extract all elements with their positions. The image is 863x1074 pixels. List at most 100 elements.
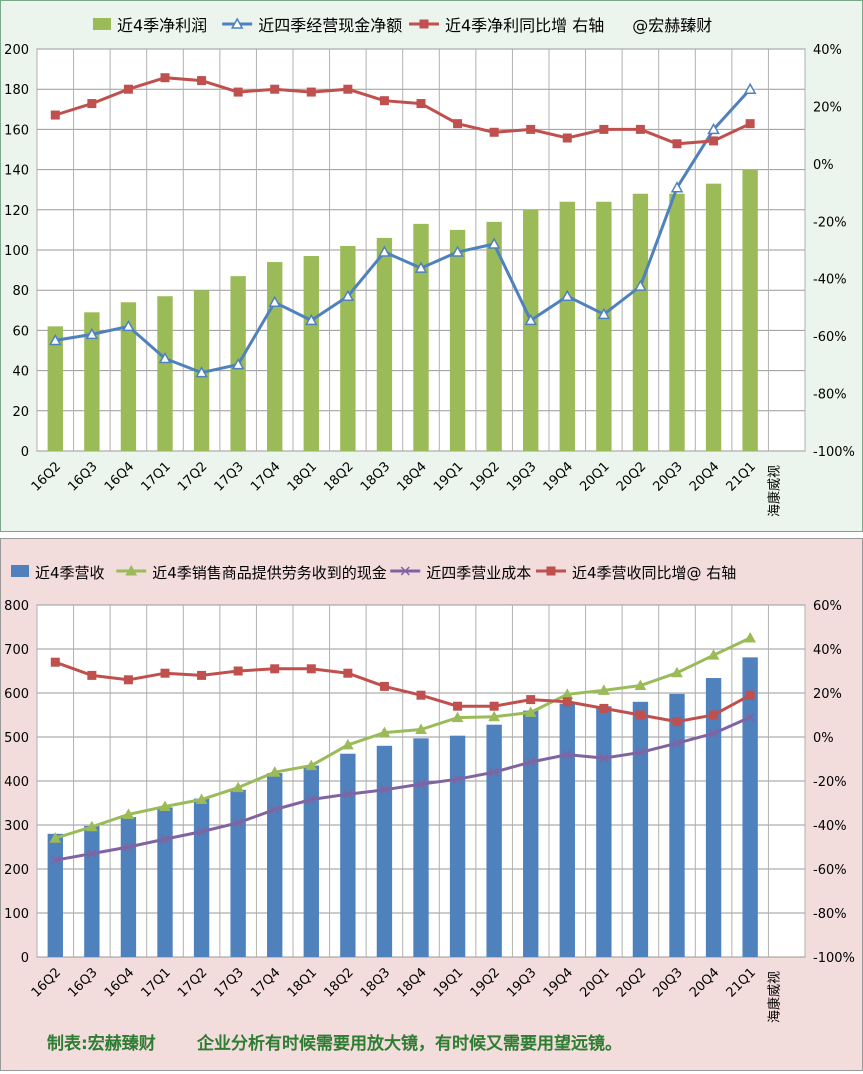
data-point [87,670,97,680]
x-axis-tick-label: 16Q4 [102,965,137,1000]
y-axis-tick-label: 120 [4,204,29,219]
watermark-label: 海康威视 [767,971,783,1023]
data-point [195,366,208,378]
series-line [54,636,751,840]
x-axis-tick-label: 16Q3 [65,459,100,494]
data-point [526,757,536,767]
data-point [379,681,389,691]
footer-text: 企业分析有时候需要用放大镜，有时候又需要用望远镜。 [196,1033,622,1054]
y-axis-tick-label: 800 [4,599,29,614]
data-point [489,701,499,711]
data-point [123,675,133,685]
data-point [49,832,62,843]
bar [486,221,502,451]
revenue-chart: 制表:宏赫臻财 企业分析有时候需要用放大镜，有时候又需要用望远镜。 0 100 20… [4,564,855,1054]
data-point [50,855,60,865]
x-axis-tick-label: 20Q1 [577,965,612,1000]
x-axis-tick-label: 19Q1 [431,459,466,494]
data-point [489,127,499,137]
data-point [123,84,133,94]
y-axis-tick-label: 300 [4,819,29,834]
bar [449,229,466,451]
x-axis-tick-label: 19Q2 [468,965,503,1000]
data-point [635,124,645,134]
x-axis-tick-label: 17Q4 [248,459,283,494]
x-axis-tick-label: 20Q4 [687,459,722,494]
bar [120,302,137,451]
y2-axis-tick-label: 40% [813,643,842,658]
data-point [562,697,572,707]
y2-axis-tick-label: -100% [813,445,855,460]
data-point [524,706,537,717]
series-line [54,660,751,724]
data-point [709,728,719,739]
data-point [634,679,647,691]
data-point [306,664,316,674]
data-point [634,279,647,291]
data-point [268,766,281,777]
y-axis-tick-label: 180 [4,83,29,98]
data-point [270,84,280,94]
y2-axis-tick-label: 60% [813,599,842,614]
x-axis-tick-label: 16Q4 [102,459,137,494]
bar [84,825,100,957]
bar [267,773,283,957]
x-axis-tick-label: 20Q3 [650,459,685,494]
data-point [343,668,353,678]
bar [303,256,319,451]
data-point [635,710,645,720]
data-point [197,827,207,837]
data-point [707,649,720,660]
data-point [378,245,391,257]
data-point [232,781,244,793]
data-point [400,566,410,576]
data-point [342,738,354,750]
y-axis-tick-label: 100 [4,244,29,259]
data-point [489,767,499,777]
bar [523,209,539,451]
data-point [49,333,62,346]
legend-swatch [93,18,111,30]
x-axis-tick-label: 18Q1 [285,965,320,1000]
legend-label: 近四季经营现金净额 [258,16,402,35]
data-point [341,289,355,301]
x-axis-tick-label: 21Q1 [724,459,759,494]
data-point [709,710,719,720]
data-point [745,690,755,700]
y-axis-tick-label: 80 [12,284,29,299]
y-axis-tick-label: 600 [4,687,29,702]
data-point [50,657,60,667]
data-point [197,76,207,86]
legend-label: 近4季净利润 [117,16,207,35]
x-axis-tick-label: 18Q4 [394,965,429,1000]
y-axis-tick-label: 0 [21,951,29,966]
x-axis-tick-label: 18Q3 [358,965,393,1000]
y2-axis-tick-label: -80% [813,907,847,922]
y2-axis-tick-label: -40% [813,819,847,834]
x-axis-tick-label: 18Q1 [285,459,320,494]
x-axis-tick-label: 19Q3 [504,459,539,494]
x-axis-tick-label: 17Q2 [175,459,210,494]
data-point [158,351,172,364]
data-point [561,289,574,301]
data-point [305,759,318,771]
data-point [233,666,243,676]
data-point [231,358,245,370]
bar [523,710,539,957]
x-axis-tick-label: 20Q1 [577,459,612,494]
y-axis-tick-label: 700 [4,643,29,658]
x-axis-tick-label: 16Q3 [65,965,100,1000]
legend-label: 近四季营业成本 [426,564,531,582]
bar [303,765,319,957]
data-point [230,17,244,29]
y2-axis-tick-label: -80% [813,388,847,403]
bar [84,312,100,451]
bar [596,706,612,957]
legend-label: 近4季净利同比增 右轴 [445,16,604,35]
x-axis-tick-label: 17Q3 [212,459,247,494]
x-axis-tick-label: 20Q2 [614,965,649,1000]
data-point [160,834,170,844]
x-axis-tick-label: 16Q2 [29,459,64,494]
data-point [526,124,536,134]
data-point [305,313,318,326]
